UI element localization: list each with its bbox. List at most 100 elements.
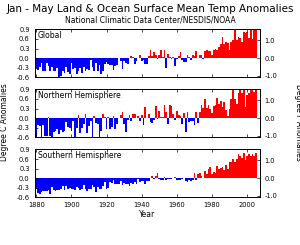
Bar — [215, 105, 216, 118]
Bar — [56, 178, 58, 190]
Bar — [225, 165, 227, 178]
Bar — [248, 93, 250, 118]
Bar — [134, 114, 136, 118]
Bar — [194, 118, 195, 125]
Bar — [204, 51, 206, 58]
Bar — [162, 57, 164, 58]
Bar — [120, 58, 122, 61]
Bar — [55, 178, 56, 191]
Bar — [58, 118, 60, 134]
Bar — [222, 167, 224, 178]
Bar — [51, 178, 53, 187]
Bar — [92, 58, 93, 67]
Bar — [195, 112, 197, 118]
Bar — [213, 172, 215, 178]
Bar — [130, 56, 132, 58]
Bar — [229, 50, 230, 58]
Bar — [181, 178, 183, 179]
Bar — [69, 178, 70, 188]
Bar — [176, 58, 178, 59]
Bar — [150, 118, 152, 122]
Bar — [158, 178, 160, 179]
Bar — [139, 178, 141, 182]
Bar — [109, 118, 111, 129]
Bar — [39, 118, 41, 126]
Bar — [65, 178, 67, 186]
Bar — [194, 56, 195, 58]
Bar — [69, 118, 70, 128]
Bar — [216, 166, 218, 178]
Bar — [102, 58, 104, 71]
Bar — [141, 58, 142, 61]
Bar — [139, 55, 141, 58]
Bar — [192, 118, 194, 121]
Bar — [158, 111, 160, 118]
Bar — [209, 167, 211, 178]
Bar — [227, 43, 229, 58]
Bar — [238, 37, 239, 58]
Bar — [167, 178, 169, 179]
Bar — [157, 58, 158, 59]
Bar — [172, 57, 174, 58]
Bar — [218, 169, 220, 178]
Bar — [253, 92, 255, 118]
Text: National Climatic Data Center/NESDIS/NOAA: National Climatic Data Center/NESDIS/NOA… — [64, 16, 236, 25]
Bar — [104, 117, 106, 118]
Bar — [220, 44, 222, 58]
Bar — [230, 162, 232, 178]
Bar — [236, 104, 238, 118]
Bar — [195, 51, 197, 58]
Bar — [155, 106, 157, 118]
Bar — [128, 58, 130, 59]
Bar — [127, 118, 128, 120]
Bar — [183, 113, 185, 118]
Bar — [224, 170, 225, 178]
Bar — [213, 50, 215, 58]
Bar — [244, 33, 246, 58]
Bar — [169, 105, 171, 118]
Bar — [197, 173, 199, 178]
Bar — [35, 178, 37, 189]
Bar — [104, 178, 106, 182]
Bar — [166, 178, 167, 180]
Bar — [243, 32, 244, 58]
Bar — [152, 176, 153, 178]
Bar — [211, 113, 213, 118]
Bar — [144, 178, 146, 184]
Bar — [255, 23, 257, 58]
Bar — [46, 58, 48, 63]
Bar — [253, 30, 255, 58]
Bar — [164, 50, 166, 58]
Bar — [202, 58, 204, 59]
Bar — [130, 178, 132, 183]
Bar — [188, 57, 190, 58]
Bar — [190, 58, 192, 60]
Bar — [229, 109, 230, 118]
Bar — [216, 98, 218, 118]
Bar — [150, 50, 152, 58]
Bar — [164, 105, 166, 118]
Bar — [116, 58, 118, 65]
Bar — [128, 115, 130, 118]
Bar — [90, 178, 92, 189]
Bar — [139, 118, 141, 121]
Bar — [171, 58, 172, 59]
Bar — [230, 42, 232, 58]
Bar — [130, 118, 132, 121]
Bar — [155, 55, 157, 58]
Bar — [85, 178, 86, 189]
Bar — [48, 117, 50, 118]
Bar — [171, 178, 172, 179]
Bar — [162, 117, 164, 118]
Bar — [39, 178, 41, 194]
Bar — [238, 154, 239, 178]
Bar — [188, 118, 190, 122]
Bar — [83, 58, 85, 67]
Bar — [174, 177, 176, 178]
Bar — [187, 55, 188, 58]
Bar — [128, 178, 130, 185]
Bar — [152, 56, 153, 58]
Bar — [234, 99, 236, 118]
Bar — [252, 154, 253, 178]
Bar — [62, 118, 64, 132]
